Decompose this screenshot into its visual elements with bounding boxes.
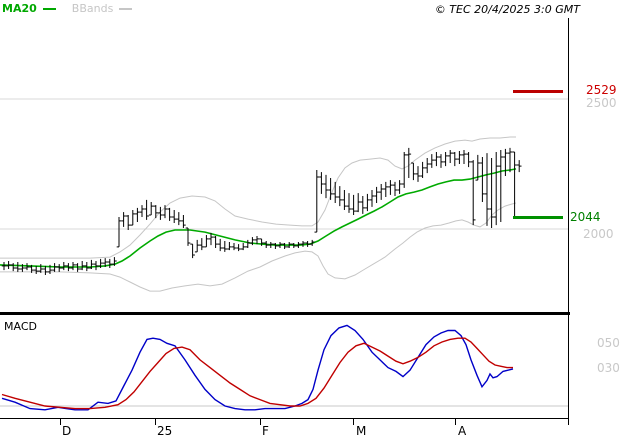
chart-legend: MA20 BBands [2, 2, 133, 15]
bbands-legend-label: BBands [71, 2, 114, 15]
macd-scale-label-030: 030 [597, 361, 620, 375]
ma20-legend-label: MA20 [2, 2, 37, 15]
x-tick-label-2025: 25 [157, 424, 173, 438]
resistance-price-label: 2529 [586, 83, 617, 97]
gridline-label-2000: 2000 [583, 227, 614, 241]
gridline-label-2500: 2500 [586, 96, 617, 110]
ma20-legend-dash [42, 7, 56, 10]
x-tick-label-march: M [356, 424, 367, 438]
x-tick-label-december: D [62, 424, 72, 438]
legend-item-ma20: MA20 [2, 2, 56, 15]
macd-panel-label: MACD [4, 320, 37, 333]
bbands-legend-dash [119, 7, 133, 10]
copyright-text: © TEC 20/4/2025 3:0 GMT [434, 3, 580, 16]
support-price-label: 2044 [570, 210, 601, 224]
x-tick-label-february: F [262, 424, 269, 438]
macd-scale-label-050: 050 [597, 336, 620, 350]
x-tick-label-april: A [458, 424, 467, 438]
legend-item-bbands: BBands [72, 2, 133, 15]
